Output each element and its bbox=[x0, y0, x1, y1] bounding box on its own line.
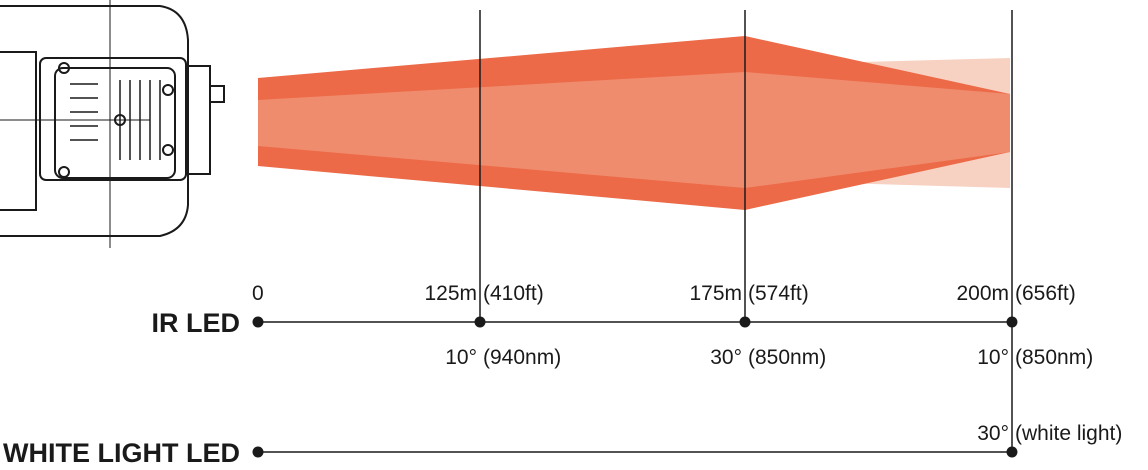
axis-points bbox=[252, 316, 1018, 458]
distance-125m-meters: 125m bbox=[424, 282, 477, 305]
ir-angle-3: 10° bbox=[977, 346, 1009, 369]
camera-illuminator-icon bbox=[0, 0, 225, 248]
ir-wavelength-1: (940nm) bbox=[483, 346, 561, 369]
white-note: (white light) bbox=[1015, 422, 1122, 445]
light-beams bbox=[258, 36, 1010, 210]
ir-point-175m bbox=[739, 316, 751, 328]
distance-175m-feet: (574ft) bbox=[748, 282, 809, 305]
ir-led-label: IR LED bbox=[151, 308, 240, 338]
distance-guides bbox=[479, 10, 1013, 452]
ir-wavelength-2: (850nm) bbox=[748, 346, 826, 369]
distance-200m-feet: (656ft) bbox=[1015, 282, 1076, 305]
ir-point-200m bbox=[1006, 316, 1018, 328]
ir-overlap-beam bbox=[258, 72, 1010, 188]
white-angle: 30° bbox=[977, 422, 1009, 445]
ir-point-125m bbox=[474, 316, 486, 328]
ir-point-origin bbox=[252, 316, 264, 328]
white-point-200m bbox=[1006, 446, 1018, 458]
axis-lines bbox=[258, 321, 1012, 453]
distance-175m-meters: 175m bbox=[689, 282, 742, 305]
white-light-led-label: WHITE LIGHT LED bbox=[3, 438, 240, 468]
distance-125m-feet: (410ft) bbox=[483, 282, 544, 305]
ir-angle-1: 10° bbox=[445, 346, 477, 369]
origin-label: 0 bbox=[252, 282, 264, 305]
white-point-origin bbox=[252, 446, 264, 458]
distance-200m-meters: 200m bbox=[956, 282, 1009, 305]
ir-wavelength-3: (850nm) bbox=[1015, 346, 1093, 369]
ir-angle-2: 30° bbox=[710, 346, 742, 369]
